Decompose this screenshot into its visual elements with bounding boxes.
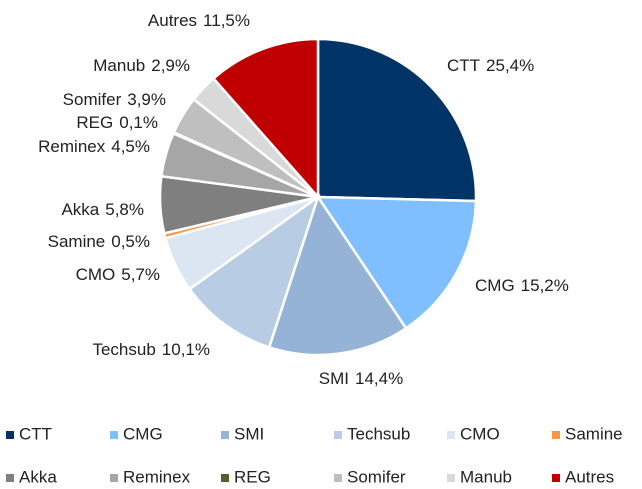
data-label-value: 2,9% [151,56,190,75]
data-label-name: Reminex [38,137,106,156]
data-label-name: CMG [475,276,515,295]
legend-label: REG [234,467,271,486]
data-label-name: Akka [61,200,99,219]
legend-label: Manub [460,467,512,486]
data-label-value: 14,4% [355,369,403,388]
data-label: Techsub 10,1% [92,340,210,359]
data-label-name: CMO [76,265,116,284]
data-label-value: 0,1% [119,113,158,132]
data-label: CTT 25,4% [447,56,534,75]
legend-marker [447,474,455,482]
data-label-value: 10,1% [162,340,210,359]
legend-marker [221,474,229,482]
data-label-value: 3,9% [127,90,166,109]
data-label: Autres 11,5% [148,11,250,30]
legend-label: Samine [565,424,623,443]
data-label-value: 4,5% [111,137,150,156]
data-label-name: Samine [48,232,106,251]
data-label-name: Techsub [92,340,155,359]
data-label-name: SMI [319,369,349,388]
data-label: SMI 14,4% [319,369,403,388]
legend-label: Akka [19,467,57,486]
legend-label: SMI [234,424,264,443]
legend-label: CMO [460,424,500,443]
data-label-value: 5,8% [105,200,144,219]
legend-marker [221,431,229,439]
data-label: CMG 15,2% [475,276,569,295]
data-label-name: Autres [148,11,197,30]
legend-marker [334,474,342,482]
data-label: Reminex 4,5% [38,137,150,156]
data-label-name: Somifer [63,90,122,109]
data-label-value: 11,5% [203,11,250,30]
data-label: REG 0,1% [76,113,158,132]
pie-slice [316,37,478,203]
data-label-value: 5,7% [121,265,160,284]
data-label: Samine 0,5% [48,232,150,251]
legend-label: Somifer [347,467,406,486]
data-label-value: 15,2% [521,276,569,295]
data-label-name: CTT [447,56,480,75]
legend-label: CMG [123,424,163,443]
legend-marker [447,431,455,439]
legend-marker [334,431,342,439]
legend-label: Reminex [123,467,191,486]
data-label-value: 0,5% [111,232,150,251]
legend-marker [6,474,14,482]
data-label-name: REG [76,113,113,132]
data-label: Somifer 3,9% [63,90,166,109]
legend-marker [110,474,118,482]
pie-slice [267,194,408,357]
legend-marker [6,431,14,439]
legend-marker [110,431,118,439]
data-label-value: 25,4% [486,56,534,75]
pie-slice [211,37,320,201]
legend-marker [552,431,560,439]
legend-label: Techsub [347,424,410,443]
data-label: Manub 2,9% [93,56,190,75]
pie-slice [187,193,321,349]
data-label: CMO 5,7% [76,265,160,284]
legend-label: Autres [565,467,614,486]
pie-slice [315,195,478,330]
data-label-name: Manub [93,56,145,75]
legend-label: CTT [19,424,52,443]
legend-marker [552,474,560,482]
data-label: Akka 5,8% [61,200,144,219]
